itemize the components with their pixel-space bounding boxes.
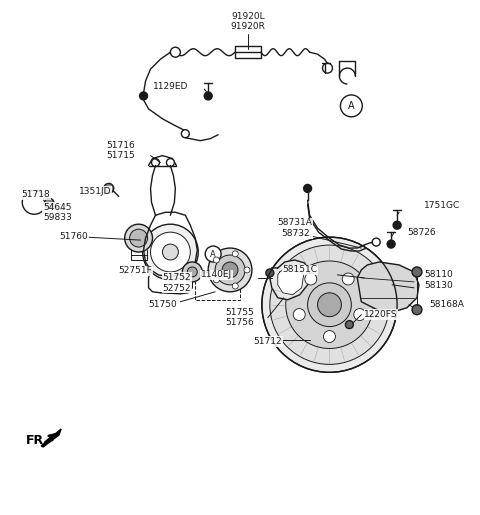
Circle shape	[412, 267, 422, 277]
Text: A: A	[348, 101, 355, 111]
Circle shape	[270, 245, 389, 365]
Circle shape	[354, 308, 366, 320]
Text: 51712: 51712	[253, 337, 282, 346]
Text: 58731A
58732: 58731A 58732	[278, 218, 312, 238]
Text: FR.: FR.	[26, 435, 49, 448]
Circle shape	[304, 184, 312, 193]
Circle shape	[204, 92, 212, 100]
Circle shape	[340, 95, 362, 117]
Text: 51755
51756: 51755 51756	[226, 308, 254, 328]
Circle shape	[130, 229, 147, 247]
Text: 1351JD: 1351JD	[79, 187, 111, 196]
Circle shape	[393, 221, 401, 229]
Circle shape	[104, 183, 114, 193]
Circle shape	[167, 159, 174, 166]
Text: 58168A: 58168A	[429, 300, 464, 309]
Bar	[235, 46, 261, 58]
Polygon shape	[357, 262, 419, 312]
Circle shape	[187, 267, 197, 277]
Text: 51760: 51760	[59, 232, 88, 241]
Text: 52751F: 52751F	[119, 266, 153, 276]
Circle shape	[152, 159, 159, 166]
Circle shape	[222, 262, 238, 278]
Circle shape	[214, 257, 219, 263]
Circle shape	[232, 283, 238, 289]
Circle shape	[244, 267, 250, 273]
Circle shape	[181, 130, 189, 138]
Circle shape	[412, 305, 422, 315]
Polygon shape	[270, 260, 310, 300]
Text: 58110
58130: 58110 58130	[424, 270, 453, 289]
Circle shape	[182, 262, 202, 282]
Circle shape	[44, 198, 54, 208]
Text: 1220FS: 1220FS	[364, 310, 398, 319]
Text: 91920L
91920R: 91920L 91920R	[230, 12, 265, 31]
Circle shape	[232, 251, 238, 257]
Text: 54645
59833: 54645 59833	[43, 202, 72, 222]
Polygon shape	[41, 429, 61, 447]
Circle shape	[266, 269, 274, 277]
Circle shape	[170, 47, 180, 57]
Circle shape	[308, 283, 351, 327]
Circle shape	[305, 273, 317, 285]
Text: 58726: 58726	[407, 228, 436, 237]
Text: 1751GC: 1751GC	[424, 201, 460, 210]
Circle shape	[208, 248, 252, 292]
Circle shape	[140, 92, 147, 100]
Text: 51750: 51750	[148, 300, 177, 309]
Circle shape	[372, 238, 380, 246]
Circle shape	[162, 244, 179, 260]
Text: 51716
51715: 51716 51715	[106, 141, 135, 160]
Text: A: A	[210, 250, 216, 259]
Text: 51752
52752: 51752 52752	[162, 273, 191, 293]
Circle shape	[293, 308, 305, 320]
Circle shape	[125, 224, 153, 252]
Circle shape	[215, 255, 245, 285]
Circle shape	[318, 293, 341, 317]
Circle shape	[286, 261, 373, 349]
Circle shape	[214, 277, 219, 283]
Circle shape	[323, 63, 333, 73]
Circle shape	[346, 321, 353, 329]
Circle shape	[324, 331, 336, 342]
Circle shape	[342, 273, 354, 285]
Text: 1129ED: 1129ED	[153, 82, 188, 92]
Circle shape	[387, 240, 395, 248]
Text: 51718: 51718	[21, 190, 50, 199]
Circle shape	[205, 246, 221, 262]
Circle shape	[262, 237, 397, 372]
Circle shape	[143, 224, 198, 280]
Text: 1140EJ: 1140EJ	[201, 270, 232, 280]
Circle shape	[151, 232, 190, 272]
Bar	[195, 272, 240, 300]
Polygon shape	[278, 267, 304, 295]
Text: 58151C: 58151C	[283, 265, 318, 274]
